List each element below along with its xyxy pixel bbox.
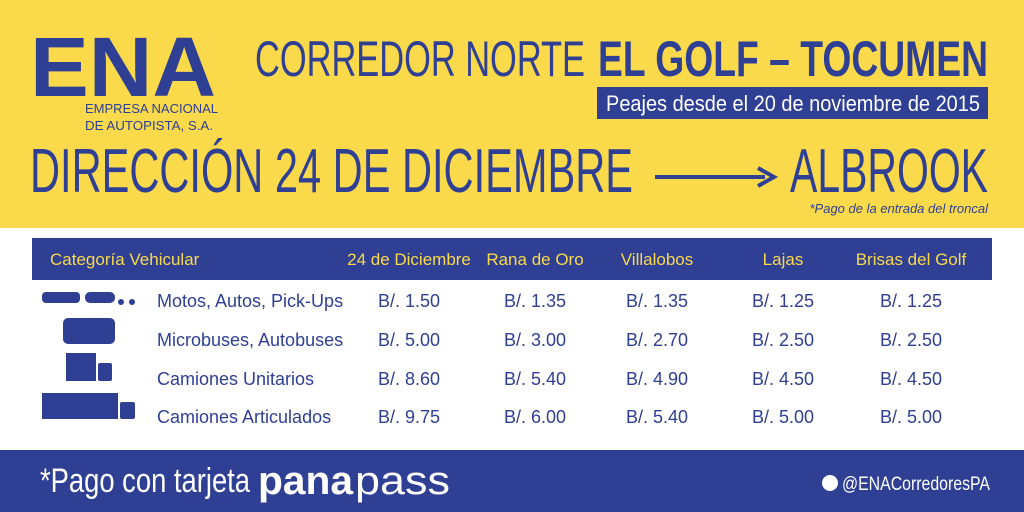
toll-price: B/. 1.25 [752,291,814,311]
brand-bold: pana [258,459,354,503]
toll-price: B/. 2.70 [626,330,688,350]
column-header: Lajas [763,250,804,269]
twitter-handle: @ENACorredoresPA [842,474,990,495]
brand-light: pass [355,459,450,503]
title-bold: EL GOLF – TOCUMEN [598,31,988,87]
logo-line: DE AUTOPISTA, S.A. [85,118,213,133]
toll-price: B/. 4.50 [752,369,814,389]
toll-price: B/. 1.35 [504,291,566,311]
icon-car [85,292,115,303]
toll-price: B/. 5.00 [880,407,942,427]
row-category: Microbuses, Autobuses [157,330,343,350]
column-header: 24 de Diciembre [347,250,471,269]
table-header [32,238,992,280]
toll-price: B/. 1.35 [626,291,688,311]
icon-trailer-cab [120,402,135,419]
toll-price: B/. 5.00 [752,407,814,427]
toll-price: B/. 4.90 [626,369,688,389]
table: Categoría Vehicular 24 de Diciembre Rana d… [50,250,967,427]
icon-truck-cab [98,363,112,381]
toll-price: B/. 6.00 [504,407,566,427]
toll-price: B/. 2.50 [880,330,942,350]
logo: ENA [30,20,216,114]
column-header: Villalobos [621,250,693,269]
toll-price: B/. 4.50 [880,369,942,389]
toll-price: B/. 5.40 [626,407,688,427]
icon-truck [66,353,96,381]
logo-line: EMPRESA NACIONAL [85,101,218,116]
toll-price: B/. 1.25 [880,291,942,311]
column-header: Categoría Vehicular [50,250,200,269]
direction: DIRECCIÓN 24 DE DICIEMBRE [30,137,633,206]
twitter-icon [822,475,838,491]
arrow-head [757,166,779,188]
subtitle: Peajes desde el 20 de noviembre de 2015 [606,91,980,116]
icon-moto [118,299,124,305]
toll-price: B/. 5.00 [378,330,440,350]
footer-bg [0,450,1024,512]
column-header: Rana de Oro [486,250,583,269]
destination: ALBROOK [790,137,988,206]
toll-price: B/. 8.60 [378,369,440,389]
title: CORREDOR NORTE [255,31,585,87]
note: *Pago de la entrada del troncal [809,201,989,216]
row-category: Camiones Articulados [157,407,331,427]
row-category: Camiones Unitarios [157,369,314,389]
toll-price: B/. 3.00 [504,330,566,350]
toll-price: B/. 9.75 [378,407,440,427]
icon-bus [63,318,115,344]
toll-price: B/. 1.50 [378,291,440,311]
icon-trailer [42,393,118,419]
row-category: Motos, Autos, Pick-Ups [157,291,343,311]
column-header: Brisas del Golf [856,250,967,269]
payment-text: *Pago con tarjeta [40,462,250,500]
icon-pickup [42,292,80,303]
vehicle-icons [42,292,135,419]
toll-price: B/. 5.40 [504,369,566,389]
subtitle-box [597,87,988,119]
toll-price: B/. 2.50 [752,330,814,350]
icon-moto [129,299,135,305]
